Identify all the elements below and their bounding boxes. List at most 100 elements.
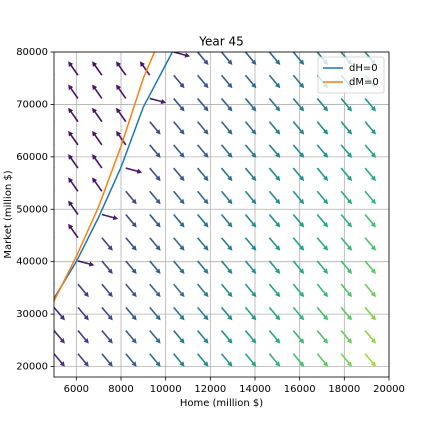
arrow — [220, 97, 233, 112]
arrow — [54, 353, 65, 367]
arrow — [149, 190, 161, 205]
arrow — [125, 330, 137, 344]
arrow — [316, 330, 329, 344]
arrow — [173, 52, 191, 58]
axes-frame — [53, 51, 390, 378]
arrow — [268, 52, 281, 66]
arrow — [292, 190, 305, 205]
arrow — [316, 260, 329, 274]
arrow — [149, 144, 161, 158]
arrow — [149, 167, 161, 182]
arrow — [340, 144, 353, 158]
plot-area — [54, 52, 389, 377]
arrow — [101, 306, 113, 321]
arrow — [173, 237, 185, 251]
arrow — [68, 61, 79, 76]
arrow — [292, 283, 305, 298]
arrow — [68, 130, 79, 146]
arrow — [316, 237, 329, 251]
axes: 6000 8000 10000 12000 14000 16000 18000 20000 20… — [16, 47, 405, 395]
arrow — [92, 84, 103, 99]
arrow — [92, 107, 103, 123]
arrow — [244, 330, 257, 344]
nullcline — [54, 52, 174, 301]
arrow — [196, 144, 209, 158]
arrow — [77, 283, 89, 298]
x-tick-label: 12000 — [194, 384, 226, 395]
arrow — [173, 260, 185, 274]
arrow — [292, 52, 305, 66]
x-axis-label: Home (million $) — [180, 398, 263, 409]
arrow — [101, 260, 113, 274]
arrow — [125, 306, 137, 321]
arrow — [68, 223, 79, 239]
arrow — [316, 190, 329, 205]
arrow — [268, 190, 281, 205]
y-tick-label: 50000 — [16, 204, 48, 215]
arrow — [364, 330, 376, 344]
arrow — [68, 177, 79, 192]
arrow — [101, 330, 113, 344]
arrow — [92, 154, 103, 169]
arrow — [125, 190, 137, 205]
arrow — [173, 213, 185, 228]
arrow — [244, 306, 257, 321]
arrow — [244, 283, 257, 298]
arrow — [173, 283, 185, 298]
legend-label: dM=0 — [349, 77, 379, 88]
arrow — [292, 353, 305, 367]
arrow — [292, 167, 305, 182]
arrow — [316, 283, 329, 298]
arrow — [196, 260, 209, 274]
x-tick-label: 16000 — [284, 384, 316, 395]
arrow — [244, 97, 257, 112]
arrow — [316, 306, 329, 321]
arrow — [220, 213, 233, 228]
arrow — [340, 237, 353, 251]
arrow — [125, 213, 137, 228]
arrow — [364, 144, 376, 158]
arrow — [116, 107, 127, 123]
arrow — [364, 121, 376, 135]
x-tick-label: 8000 — [108, 384, 133, 395]
y-tick-label: 30000 — [16, 309, 48, 320]
arrow — [196, 213, 209, 228]
arrow — [196, 237, 209, 251]
arrow — [196, 167, 209, 182]
arrow — [54, 306, 65, 321]
arrow — [149, 213, 161, 228]
arrow — [173, 144, 185, 158]
arrow — [173, 121, 185, 135]
arrow — [68, 84, 79, 99]
arrow — [149, 330, 161, 344]
arrow — [173, 74, 185, 89]
arrow — [101, 283, 113, 298]
arrow — [268, 306, 281, 321]
arrow — [77, 260, 95, 267]
arrow — [173, 330, 185, 344]
arrow — [173, 167, 185, 182]
arrow — [244, 190, 257, 205]
arrow — [340, 330, 353, 344]
arrow — [196, 74, 209, 89]
arrow — [196, 97, 209, 112]
arrow — [340, 283, 353, 298]
arrow — [220, 306, 233, 321]
arrow — [292, 97, 305, 112]
arrow — [149, 306, 161, 321]
arrow — [244, 167, 257, 182]
arrow — [125, 283, 137, 298]
arrow — [173, 353, 185, 367]
arrow — [292, 74, 305, 89]
arrow — [101, 353, 113, 367]
arrow — [173, 190, 185, 205]
arrow — [244, 237, 257, 251]
arrow — [149, 283, 161, 298]
x-tick-label: 20000 — [373, 384, 405, 395]
arrow — [364, 260, 376, 274]
arrow — [244, 213, 257, 228]
arrow — [220, 52, 233, 66]
arrow — [196, 121, 209, 135]
arrow — [316, 167, 329, 182]
arrow — [340, 167, 353, 182]
